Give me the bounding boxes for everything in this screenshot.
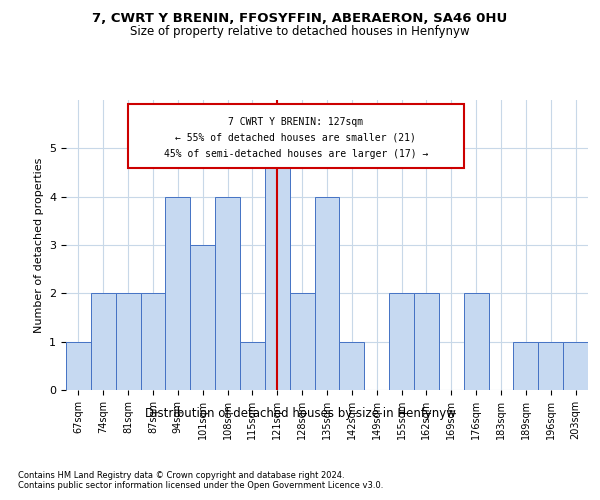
Text: 7, CWRT Y BRENIN, FFOSYFFIN, ABERAERON, SA46 0HU: 7, CWRT Y BRENIN, FFOSYFFIN, ABERAERON, … bbox=[92, 12, 508, 26]
Bar bbox=[116, 294, 140, 390]
Bar bbox=[389, 294, 414, 390]
Bar bbox=[314, 196, 340, 390]
Bar bbox=[290, 294, 314, 390]
Bar bbox=[66, 342, 91, 390]
Bar bbox=[538, 342, 563, 390]
Bar bbox=[563, 342, 588, 390]
Bar bbox=[215, 196, 240, 390]
Text: Distribution of detached houses by size in Henfynyw: Distribution of detached houses by size … bbox=[145, 408, 455, 420]
Bar bbox=[265, 148, 290, 390]
Text: Contains HM Land Registry data © Crown copyright and database right 2024.: Contains HM Land Registry data © Crown c… bbox=[18, 471, 344, 480]
Bar bbox=[140, 294, 166, 390]
Text: 45% of semi-detached houses are larger (17) →: 45% of semi-detached houses are larger (… bbox=[164, 150, 428, 160]
Bar bbox=[166, 196, 190, 390]
Bar bbox=[190, 245, 215, 390]
Bar bbox=[340, 342, 364, 390]
Text: 7 CWRT Y BRENIN: 127sqm: 7 CWRT Y BRENIN: 127sqm bbox=[229, 117, 364, 127]
Bar bbox=[514, 342, 538, 390]
Text: ← 55% of detached houses are smaller (21): ← 55% of detached houses are smaller (21… bbox=[175, 133, 416, 143]
Bar bbox=[240, 342, 265, 390]
Text: Contains public sector information licensed under the Open Government Licence v3: Contains public sector information licen… bbox=[18, 481, 383, 490]
Text: Size of property relative to detached houses in Henfynyw: Size of property relative to detached ho… bbox=[130, 25, 470, 38]
Bar bbox=[464, 294, 488, 390]
Y-axis label: Number of detached properties: Number of detached properties bbox=[34, 158, 44, 332]
FancyBboxPatch shape bbox=[128, 104, 464, 168]
Bar bbox=[91, 294, 116, 390]
Bar bbox=[414, 294, 439, 390]
